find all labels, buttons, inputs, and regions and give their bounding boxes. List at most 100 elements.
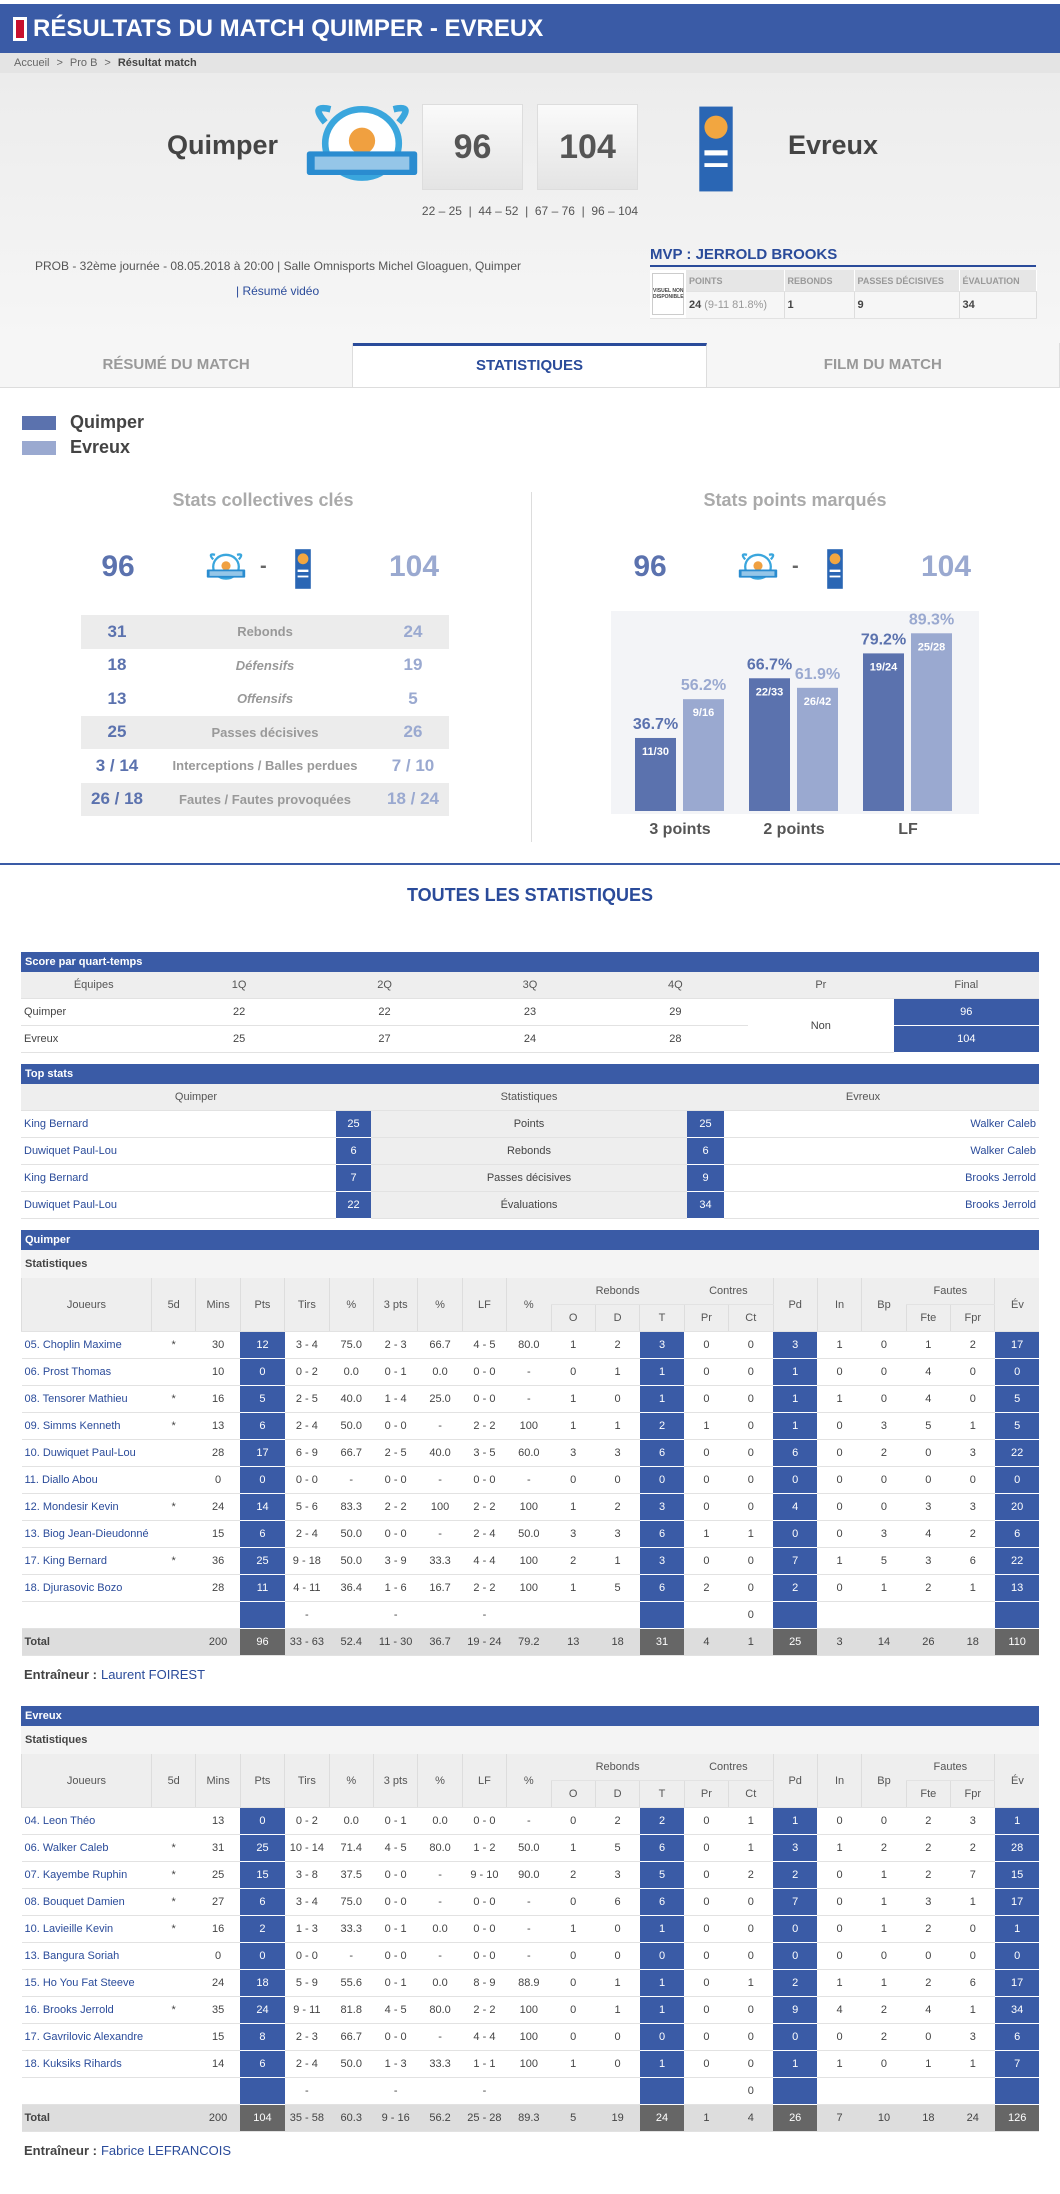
stat-cell: 24 xyxy=(195,1493,241,1521)
player-name[interactable]: 12. Mondesir Kevin xyxy=(21,1493,152,1521)
player-name[interactable]: 16. Brooks Jerrold xyxy=(21,1996,152,2024)
coach-label: Entraîneur : xyxy=(24,1667,97,1682)
player-name[interactable]: 08. Bouquet Damien xyxy=(21,1888,152,1916)
mini-logo xyxy=(294,548,312,590)
stat-cell: 17 xyxy=(994,1331,1040,1359)
total-cell: 110 xyxy=(994,1628,1040,1656)
stat-cell xyxy=(151,1574,196,1602)
tab[interactable]: RÉSUMÉ DU MATCH xyxy=(0,343,354,387)
player-name[interactable]: 17. King Bernard xyxy=(21,1547,152,1575)
home-player[interactable]: King Bernard xyxy=(21,1164,336,1192)
coach-name[interactable]: Fabrice LEFRANCOIS xyxy=(100,2143,232,2158)
group-header: Rebonds xyxy=(551,1278,685,1305)
player-name[interactable]: 05. Choplin Maxime xyxy=(21,1331,152,1359)
player-name[interactable]: 18. Kuksiks Rihards xyxy=(21,2050,152,2078)
stat-cell: 0 - 1 xyxy=(373,1358,418,1386)
category-label: LF xyxy=(898,821,918,838)
away-player[interactable]: Walker Caleb xyxy=(724,1137,1039,1165)
stat-cell: 16.7 xyxy=(417,1574,463,1602)
player-name[interactable] xyxy=(21,2077,152,2105)
stat-cell: 83.3 xyxy=(329,1493,374,1521)
home-value: 18 xyxy=(107,655,127,675)
stat-cell: 13 xyxy=(195,1807,241,1835)
stat-cell: 0 xyxy=(728,1888,773,1916)
stat-cell: 25 xyxy=(240,1834,285,1862)
player-name[interactable]: 09. Simms Kenneth xyxy=(21,1412,152,1440)
away-player[interactable]: Brooks Jerrold xyxy=(724,1191,1039,1219)
away-value: 19 xyxy=(403,655,423,675)
col-header: Équipes xyxy=(21,972,167,999)
stat-cell: 50.0 xyxy=(329,1547,374,1575)
stat-cell: 14 xyxy=(240,1493,285,1521)
player-row: 13. Biog Jean-Dieudonné 15 6 2 - 4 50.0 0 - 0… xyxy=(21,1520,1040,1548)
player-name[interactable]: 04. Leon Théo xyxy=(21,1807,152,1835)
legend-swatch xyxy=(22,440,56,455)
stat-cell: 22 xyxy=(994,1547,1040,1575)
stat-cell: 2 xyxy=(773,1574,818,1602)
stat-cell: 100 xyxy=(506,2050,552,2078)
header-row: O D T Pr Ct Fte Fpr xyxy=(22,1780,1040,1808)
group-header: Fautes xyxy=(906,1754,995,1781)
stat-cell: 0 xyxy=(994,1358,1040,1386)
team: Evreux xyxy=(21,1025,167,1053)
total-cell: 24 xyxy=(639,2104,685,2132)
stat-cell: 1 xyxy=(551,1385,596,1413)
stat-cell: 0 xyxy=(906,1439,951,1467)
mvp-val: 34 xyxy=(959,291,1037,319)
player-name[interactable] xyxy=(21,1601,152,1629)
away-player[interactable]: Walker Caleb xyxy=(724,1110,1039,1138)
tab[interactable]: STATISTIQUES xyxy=(353,343,707,387)
bar-inner-label: 9/16 xyxy=(693,707,714,719)
stat-cell xyxy=(240,1601,285,1629)
home-player[interactable]: King Bernard xyxy=(21,1110,336,1138)
stat-cell: 17 xyxy=(994,1969,1040,1997)
stat-cell: 100 xyxy=(506,1547,552,1575)
player-name[interactable]: 13. Bangura Soriah xyxy=(21,1942,152,1970)
stat-cell: 0 xyxy=(684,1331,729,1359)
player-name[interactable]: 17. Gavrilovic Alexandre xyxy=(21,2023,152,2051)
stat-cell: 0 xyxy=(684,1915,729,1943)
stat-cell: 50.0 xyxy=(329,2050,374,2078)
player-name[interactable]: 10. Lavieille Kevin xyxy=(21,1915,152,1943)
tab[interactable]: FILM DU MATCH xyxy=(706,343,1060,387)
player-name[interactable]: 07. Kayembe Ruphin xyxy=(21,1861,152,1889)
stat-cell: 0 xyxy=(684,1969,729,1997)
home-value: 25 xyxy=(107,722,127,742)
stat-cell: 0 - 0 xyxy=(284,1942,330,1970)
stat-cell: 10 xyxy=(195,1358,241,1386)
player-name[interactable]: 10. Duwiquet Paul-Lou xyxy=(21,1439,152,1467)
player-name[interactable]: 06. Walker Caleb xyxy=(21,1834,152,1862)
breadcrumb-item[interactable]: Accueil xyxy=(14,57,50,69)
stat-cell: 2 xyxy=(861,2023,907,2051)
breadcrumb-item[interactable]: Pro B xyxy=(69,57,98,69)
mini-logo xyxy=(203,553,249,585)
player-name[interactable]: 08. Tensorer Mathieu xyxy=(21,1385,152,1413)
stat-cell: - xyxy=(506,1942,552,1970)
stat-cell: 4 - 11 xyxy=(284,1574,330,1602)
bar-inner-label: 19/24 xyxy=(870,661,898,673)
stat-cell: 0 xyxy=(551,1969,596,1997)
player-name[interactable]: 13. Biog Jean-Dieudonné xyxy=(21,1520,152,1548)
stat-cell: 5 xyxy=(906,1412,951,1440)
stat-cell: 0 - 0 xyxy=(373,1861,418,1889)
player-name[interactable]: 06. Prost Thomas xyxy=(21,1358,152,1386)
stat-cell: 25 xyxy=(240,1547,285,1575)
stat-cell: 0 xyxy=(595,1942,640,1970)
stat-cell: 0 xyxy=(994,1466,1040,1494)
coach-name[interactable]: Laurent FOIREST xyxy=(100,1667,206,1682)
away-player[interactable]: Brooks Jerrold xyxy=(724,1164,1039,1192)
video-link[interactable]: | Résumé vidéo xyxy=(236,284,320,298)
home-player[interactable]: Duwiquet Paul-Lou xyxy=(21,1191,336,1219)
quarter-score: 24 xyxy=(457,1025,603,1053)
bar-value-label: 89.3% xyxy=(909,611,954,628)
player-name[interactable]: 11. Diallo Abou xyxy=(21,1466,152,1494)
player-name[interactable]: 15. Ho You Fat Steeve xyxy=(21,1969,152,1997)
player-name[interactable]: 18. Djurasovic Bozo xyxy=(21,1574,152,1602)
stat-name: Passes décisives xyxy=(371,1164,687,1192)
home-player[interactable]: Duwiquet Paul-Lou xyxy=(21,1137,336,1165)
legend-label: Evreux xyxy=(70,437,131,457)
stat-cell: 4 xyxy=(906,1520,951,1548)
stat-cell: 7 xyxy=(773,1547,818,1575)
stat-name: Points xyxy=(371,1110,687,1138)
